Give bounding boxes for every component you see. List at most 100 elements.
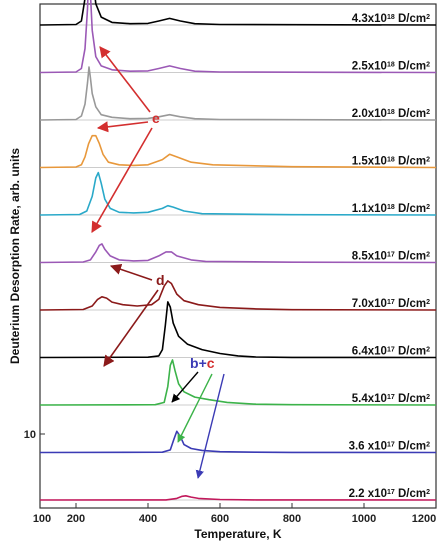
series-label-text: 4.3x10 [352,13,387,25]
series-label-exponent: 2 [426,394,430,401]
series-label-text: D/cm [395,13,426,25]
series-label-exponent: 2 [426,14,430,21]
series-label: 1.5x1018 D/cm2 [352,156,430,168]
series-label-exponent: 17 [387,346,395,353]
annotation-bc-arrow-black [171,371,199,403]
series-label-exponent: 18 [387,204,395,211]
annotation-d-arrow-1 [109,263,153,281]
series-line [39,301,437,359]
series-line [39,359,437,406]
x-tick-label: 1000 [352,513,376,525]
series-label-exponent: 17 [387,489,395,496]
series-label: 6.4x1017 D/cm2 [352,346,430,358]
series-label-exponent: 18 [387,14,395,21]
series-label-text: 6.4x10 [352,346,387,358]
x-tick-label: 200 [67,513,85,525]
series-line [39,0,437,74]
x-tick-label: 1200 [412,513,436,525]
series-label-text: D/cm [395,441,426,453]
series-label-text: D/cm [395,488,426,500]
annotation-d-arrow-2 [103,289,159,367]
series-label-text: 8.5x10 [352,251,387,263]
y-axis-title: Deuterium Desorption Rate, arb. units [8,148,22,364]
series-label-exponent: 2 [426,251,430,258]
y-axis-ticks: 10 [24,429,45,441]
series-label-exponent: 2 [426,61,430,68]
x-tick-label: 800 [283,513,301,525]
series-line [39,0,437,26]
series-label-text: 2.2 x10 [349,488,387,500]
series-label: 2.2 x1017 D/cm2 [349,488,431,500]
x-axis-ticks: 100 200 400 600 800 1000 1200 [33,503,437,525]
annotation-e-label: e [152,110,160,126]
series-line [39,430,437,454]
annotation-bc-arrow-blue [195,373,225,479]
series-line [39,171,437,216]
series-label-text: D/cm [395,251,426,263]
series-label-text: D/cm [395,108,426,120]
x-tick-label: 400 [139,513,157,525]
series-label-text: 1.5x10 [352,156,387,168]
annotation-d: d [103,263,165,367]
plot-frame [39,3,437,509]
series-label-exponent: 18 [387,61,395,68]
annotation-e: e [91,46,160,233]
series-label-text: D/cm [395,393,426,405]
series-line [39,495,437,501]
series-label-text: 1.1x10 [352,203,387,215]
series-label-text: 5.4x10 [352,393,387,405]
series-label: 1.1x1018 D/cm2 [352,203,430,215]
annotation-e-arrow-2 [96,121,149,133]
series-label: 3.6 x1017 D/cm2 [349,441,431,453]
series-label-exponent: 2 [426,109,430,116]
annotation-bc-label: b+c [190,355,215,371]
series-label: 5.4x1017 D/cm2 [352,393,430,405]
series-label-text: 7.0x10 [352,298,387,310]
series-label-exponent: 2 [426,204,430,211]
series-label-text: D/cm [395,203,426,215]
series-line [39,280,437,311]
series-group [39,0,437,501]
series-label-exponent: 18 [387,156,395,163]
series-label-text: 2.5x10 [352,61,387,73]
series-line [39,134,437,169]
series-label-exponent: 17 [387,394,395,401]
x-tick-label: 600 [211,513,229,525]
annotation-c: c [207,355,215,371]
series-label-exponent: 2 [426,346,430,353]
annotation-e-arrow-1 [99,46,151,113]
annotation-e-arrow-3 [91,127,153,233]
series-label-text: D/cm [395,298,426,310]
annotation-bc-arrow-green [177,373,213,443]
series-label: 2.0x1018 D/cm2 [352,108,430,120]
annotation-d-label: d [156,272,165,288]
series-line [39,66,437,121]
series-label: 2.5x1018 D/cm2 [352,61,430,73]
series-label-exponent: 2 [426,489,430,496]
series-label-exponent: 18 [387,109,395,116]
series-label-exponent: 17 [387,441,395,448]
x-axis-title: Temperature, K [194,527,281,541]
series-label-text: D/cm [395,346,426,358]
annotation-plus: + [199,355,207,371]
series-label: 8.5x1017 D/cm2 [352,251,430,263]
annotation-bc: b+c [171,355,225,479]
series-line [39,243,437,264]
series-label-exponent: 2 [426,441,430,448]
x-tick-label: 100 [33,513,51,525]
series-label-text: D/cm [395,156,426,168]
series-label-text: 3.6 x10 [349,441,387,453]
series-label-text: 2.0x10 [352,108,387,120]
series-label-text: D/cm [395,61,426,73]
series-label: 7.0x1017 D/cm2 [352,298,430,310]
series-label-exponent: 17 [387,299,395,306]
series-label: 4.3x1018 D/cm2 [352,13,430,25]
y-tick-label: 10 [24,429,36,441]
series-label-exponent: 2 [426,156,430,163]
series-label-exponent: 17 [387,251,395,258]
series-label-exponent: 2 [426,299,430,306]
annotation-b: b [190,355,199,371]
